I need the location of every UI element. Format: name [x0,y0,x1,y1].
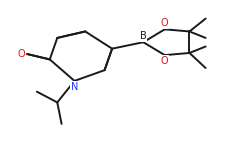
Text: O: O [161,18,168,28]
Text: B: B [140,31,147,41]
Text: O: O [161,56,168,66]
Text: N: N [71,82,78,92]
Text: O: O [18,49,25,59]
